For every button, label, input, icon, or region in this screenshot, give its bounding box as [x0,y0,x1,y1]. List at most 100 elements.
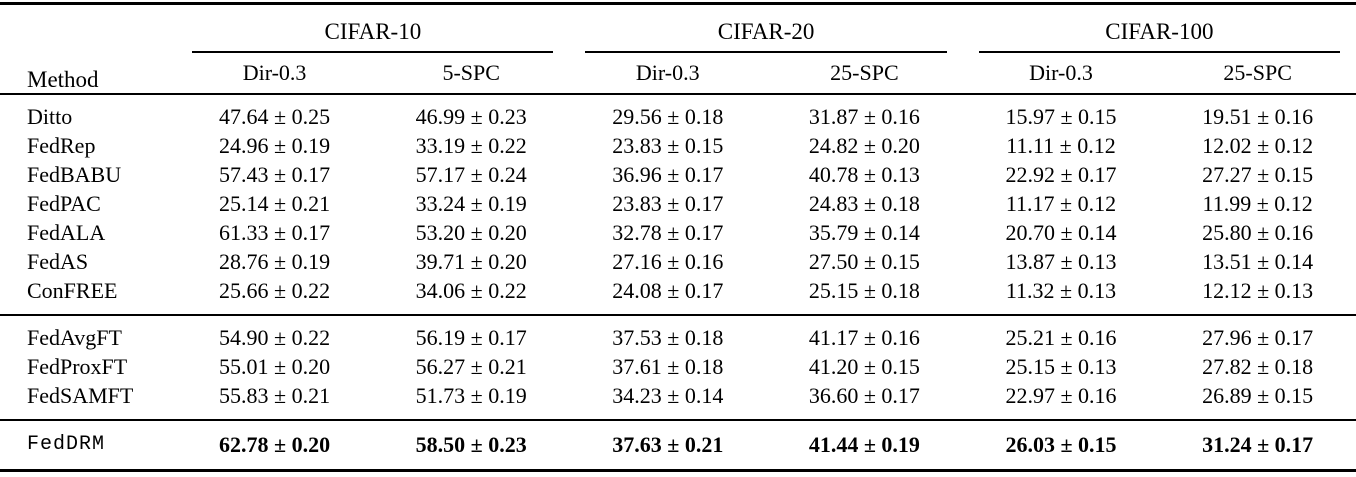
value-cell: 15.97 ± 0.15 [1005,103,1117,129]
value-cell: 54.90 ± 0.22 [219,324,331,350]
value-cell: 55.01 ± 0.20 [219,353,331,379]
value-cell: 25.80 ± 0.16 [1202,219,1314,245]
value-cell: 13.87 ± 0.13 [1005,248,1117,274]
value-cell: 37.53 ± 0.18 [612,324,724,350]
value-cell: 56.19 ± 0.17 [415,324,527,350]
table-row: FedPAC 25.14 ± 0.21 33.24 ± 0.19 23.83 ±… [0,189,1356,218]
group-header-cifar100: CIFAR-100 [963,4,1356,53]
method-name: ConFREE [27,277,118,303]
value-cell: 31.24 ± 0.17 [1202,431,1314,457]
value-cell: 58.50 ± 0.23 [415,431,527,457]
value-cell: 27.27 ± 0.15 [1202,161,1314,187]
value-cell: 25.15 ± 0.18 [808,277,920,303]
value-cell: 19.51 ± 0.16 [1202,103,1314,129]
value-cell: 28.76 ± 0.19 [219,248,331,274]
value-cell: 27.16 ± 0.16 [612,248,724,274]
group-label-cifar20: CIFAR-20 [717,19,815,44]
value-cell: 27.96 ± 0.17 [1202,324,1314,350]
method-name: FedSAMFT [27,382,134,408]
value-cell: 36.60 ± 0.17 [808,382,920,408]
value-cell: 11.17 ± 0.12 [1005,190,1117,216]
table-header: Method CIFAR-10 CIFAR-20 CIFAR-100 Dir-0… [0,4,1356,94]
value-cell: 26.03 ± 0.15 [1005,431,1117,457]
table-row: FedAS 28.76 ± 0.19 39.71 ± 0.20 27.16 ± … [0,247,1356,276]
group-header-cifar20: CIFAR-20 [569,4,962,53]
cmidrule-cifar10 [192,51,554,53]
table-row: FedProxFT 55.01 ± 0.20 56.27 ± 0.21 37.6… [0,352,1356,381]
table-row-feddrm: FedDRM 62.78 ± 0.20 58.50 ± 0.23 37.63 ±… [0,420,1356,471]
value-cell: 20.70 ± 0.14 [1005,219,1117,245]
value-cell: 11.11 ± 0.12 [1006,132,1116,158]
value-cell: 24.83 ± 0.18 [808,190,920,216]
method-name: FedRep [27,132,96,158]
section-personalized-methods: Ditto 47.64 ± 0.25 46.99 ± 0.23 29.56 ± … [0,94,1356,315]
value-cell: 27.50 ± 0.15 [808,248,920,274]
value-cell: 13.51 ± 0.14 [1202,248,1314,274]
value-cell: 41.17 ± 0.16 [808,324,920,350]
value-cell: 53.20 ± 0.20 [415,219,527,245]
value-cell: 57.17 ± 0.24 [415,161,527,187]
value-cell: 57.43 ± 0.17 [219,161,331,187]
group-header-row: Method CIFAR-10 CIFAR-20 CIFAR-100 [0,4,1356,92]
subcol-cifar100-dir: Dir-0.3 [1029,60,1093,85]
subcol-cifar20-dir: Dir-0.3 [635,60,700,85]
group-label-cifar100: CIFAR-100 [1105,19,1214,44]
table-row: FedBABU 57.43 ± 0.17 57.17 ± 0.24 36.96 … [0,160,1356,189]
value-cell: 25.66 ± 0.22 [219,277,331,303]
value-cell: 12.02 ± 0.12 [1202,132,1314,158]
value-cell: 24.82 ± 0.20 [808,132,920,158]
group-header-cifar10: CIFAR-10 [176,4,569,53]
value-cell: 41.44 ± 0.19 [808,431,920,457]
method-name: FedAvgFT [27,324,122,350]
value-cell: 37.61 ± 0.18 [612,353,724,379]
value-cell: 33.19 ± 0.22 [415,132,527,158]
value-cell: 11.32 ± 0.13 [1005,277,1117,303]
table-row: FedSAMFT 55.83 ± 0.21 51.73 ± 0.19 34.23… [0,381,1356,420]
section-finetune-methods: FedAvgFT 54.90 ± 0.22 56.19 ± 0.17 37.53… [0,315,1356,420]
method-name: FedPAC [27,190,101,216]
value-cell: 39.71 ± 0.20 [415,248,527,274]
value-cell: 61.33 ± 0.17 [219,219,331,245]
method-name: FedProxFT [27,353,128,379]
value-cell: 37.63 ± 0.21 [612,431,724,457]
subcol-cifar10-spc: 5-SPC [442,60,500,85]
value-cell: 25.21 ± 0.16 [1005,324,1117,350]
value-cell: 47.64 ± 0.25 [219,103,331,129]
subcolumn-header-row: Dir-0.3 5-SPC Dir-0.3 25-SPC Dir-0.3 25-… [0,53,1356,94]
value-cell: 24.08 ± 0.17 [612,277,724,303]
value-cell: 23.83 ± 0.15 [612,132,724,158]
value-cell: 11.99 ± 0.12 [1202,190,1313,216]
value-cell: 35.79 ± 0.14 [808,219,920,245]
method-name: FedALA [27,219,106,245]
method-name: Ditto [27,103,73,129]
section-proposed-method: FedDRM 62.78 ± 0.20 58.50 ± 0.23 37.63 ±… [0,420,1356,471]
value-cell: 34.23 ± 0.14 [612,382,724,408]
subcol-cifar10-dir: Dir-0.3 [242,60,307,85]
value-cell: 23.83 ± 0.17 [612,190,724,216]
value-cell: 46.99 ± 0.23 [415,103,527,129]
table-row: ConFREE 25.66 ± 0.22 34.06 ± 0.22 24.08 … [0,276,1356,315]
value-cell: 41.20 ± 0.15 [808,353,920,379]
value-cell: 33.24 ± 0.19 [415,190,527,216]
table-row: FedALA 61.33 ± 0.17 53.20 ± 0.20 32.78 ±… [0,218,1356,247]
value-cell: 22.97 ± 0.16 [1005,382,1117,408]
value-cell: 25.15 ± 0.13 [1005,353,1117,379]
value-cell: 40.78 ± 0.13 [808,161,920,187]
value-cell: 25.14 ± 0.21 [219,190,331,216]
value-cell: 32.78 ± 0.17 [612,219,724,245]
method-column-header: Method [27,67,99,92]
table-row: FedRep 24.96 ± 0.19 33.19 ± 0.22 23.83 ±… [0,131,1356,160]
value-cell: 51.73 ± 0.19 [415,382,527,408]
value-cell: 29.56 ± 0.18 [612,103,724,129]
value-cell: 31.87 ± 0.16 [808,103,920,129]
value-cell: 34.06 ± 0.22 [415,277,527,303]
method-name: FedBABU [27,161,122,187]
group-label-cifar10: CIFAR-10 [324,19,422,44]
value-cell: 56.27 ± 0.21 [415,353,527,379]
cmidrule-cifar100 [978,51,1340,53]
value-cell: 27.82 ± 0.18 [1202,353,1314,379]
method-name: FedDRM [27,433,106,456]
cmidrule-cifar20 [585,51,947,53]
